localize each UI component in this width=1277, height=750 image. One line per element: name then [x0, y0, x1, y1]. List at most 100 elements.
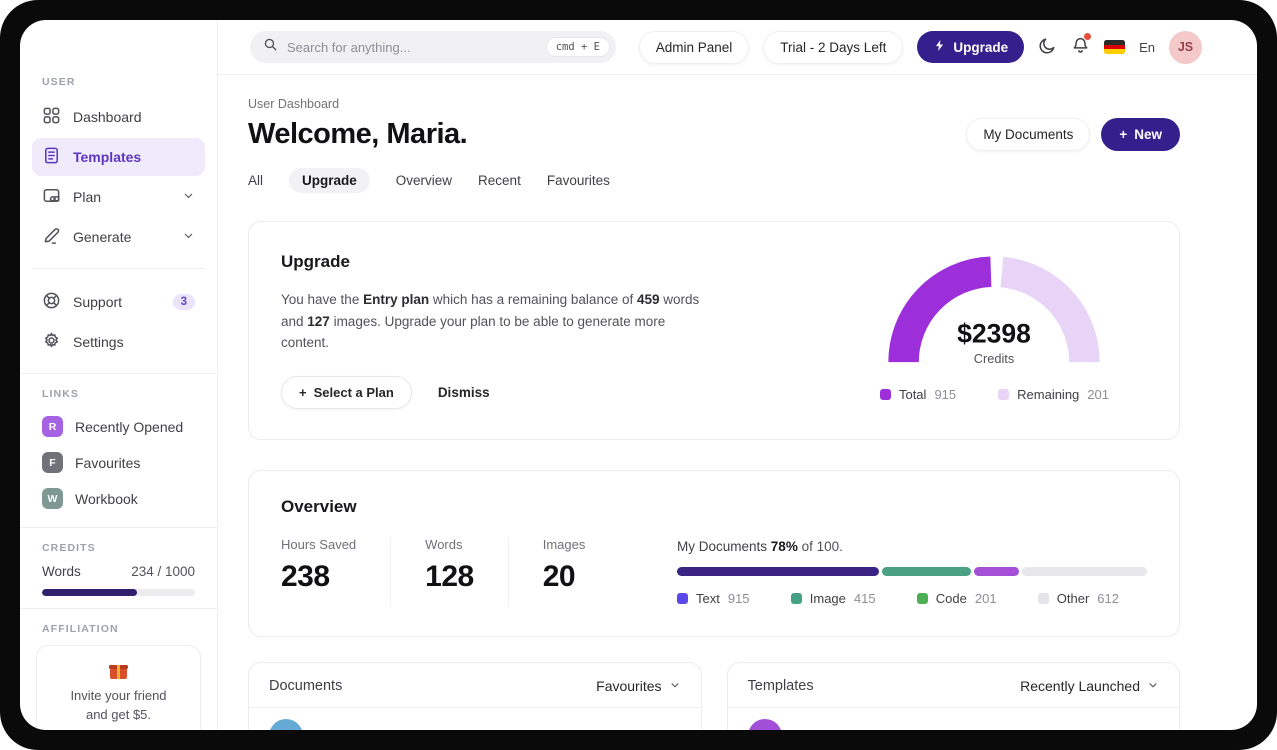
dark-mode-toggle[interactable]: [1038, 36, 1057, 58]
templates-filter-dropdown[interactable]: Recently Launched: [1020, 678, 1159, 694]
legend-swatch: [879, 389, 891, 400]
gauge-total-arc: [888, 256, 993, 363]
templates-card: Templates Recently Launched Blog Post Ti…: [726, 661, 1180, 730]
template-list-item[interactable]: Blog Post Title in Workbook: [728, 708, 1180, 730]
template-location: in Workbook: [1087, 728, 1159, 730]
bar-segment-image: [882, 566, 972, 576]
credits-progress-fill: [42, 589, 137, 596]
lightning-icon: [933, 39, 946, 55]
legend-swatch: [916, 592, 928, 604]
german-flag-icon[interactable]: [1104, 40, 1126, 54]
sidebar-item-templates[interactable]: Templates: [32, 138, 205, 176]
legend-swatch: [677, 592, 688, 604]
sidebar-item-plan[interactable]: Plan: [32, 178, 205, 216]
sidebar-item-label: Support: [73, 294, 123, 310]
support-count-badge: 3: [172, 294, 195, 310]
breadcrumb: User Dashboard: [248, 97, 340, 111]
sidebar-item-support[interactable]: Support 3: [32, 283, 205, 321]
affiliation-text: Invite your friend and get $5.: [70, 688, 167, 722]
app-window: USER Dashboard Templates Plan Generate: [20, 20, 1257, 730]
trial-status-button[interactable]: Trial - 2 Days Left: [763, 30, 904, 64]
notification-dot: [1084, 33, 1092, 40]
gear-icon: [42, 331, 61, 353]
sidebar-divider: [20, 373, 217, 374]
documents-card-title: Documents: [269, 677, 343, 694]
tab-overview[interactable]: Overview: [395, 173, 453, 188]
page-title: Welcome, Maria.: [248, 118, 468, 150]
sidebar-link-recently-opened[interactable]: R Recently Opened: [32, 410, 205, 443]
bar-segment-code: [974, 566, 1020, 576]
template-avatar: [747, 718, 782, 730]
main-area: Search for anything... cmd + E Admin Pan…: [218, 20, 1257, 730]
credits-progress-bar: [42, 589, 195, 596]
upgrade-button[interactable]: Upgrade: [917, 31, 1025, 63]
bar-segment-text: [677, 566, 880, 576]
credits-value: 234 / 1000: [131, 564, 195, 579]
legend-item-other: Other 612: [1037, 591, 1119, 606]
sidebar-divider: [20, 527, 217, 528]
overview-card-title: Overview: [281, 496, 357, 516]
legend-item-text: Text 915: [677, 591, 750, 606]
new-button[interactable]: + New: [1101, 118, 1180, 151]
sidebar-item-label: Dashboard: [73, 109, 142, 125]
stacked-progress-bar: [677, 566, 1147, 576]
sidebar-section-links: LINKS: [42, 388, 79, 400]
gauge-remaining-arc: [1000, 256, 1101, 363]
select-plan-button[interactable]: + Select a Plan: [281, 375, 412, 409]
pencil-icon: [42, 226, 61, 248]
tab-favourites[interactable]: Favourites: [546, 173, 610, 188]
sidebar-item-generate[interactable]: Generate: [32, 218, 205, 256]
templates-icon: [42, 146, 61, 168]
user-avatar[interactable]: JS: [1169, 30, 1202, 64]
legend-swatch: [1037, 592, 1049, 604]
stat-images: Images 20: [507, 536, 620, 606]
legend-item-code: Code 201: [916, 591, 997, 606]
legend-item-total: Total 915: [879, 387, 956, 402]
search-input[interactable]: Search for anything... cmd + E: [250, 31, 616, 63]
chevron-down-icon: [182, 229, 195, 245]
language-label[interactable]: En: [1139, 39, 1155, 55]
link-label: Favourites: [75, 454, 141, 471]
overview-stats: Hours Saved 238 Words 128 Images 20: [281, 536, 620, 606]
document-title: Untitled Document: [317, 728, 432, 730]
legend-item-image: Image 415: [790, 591, 876, 606]
link-initial-badge: F: [42, 452, 63, 473]
documents-progress-text: My Documents 78% of 100.: [677, 538, 843, 554]
sidebar-link-workbook[interactable]: W Workbook: [32, 482, 205, 515]
topbar: Search for anything... cmd + E Admin Pan…: [218, 20, 1257, 75]
documents-filter-dropdown[interactable]: Favourites: [596, 678, 680, 694]
upgrade-card-left: Upgrade You have the Entry plan which ha…: [281, 252, 706, 409]
link-initial-badge: R: [42, 416, 63, 437]
tab-recent[interactable]: Recent: [478, 173, 521, 188]
sidebar-item-label: Generate: [73, 229, 132, 245]
sidebar-link-favourites[interactable]: F Favourites: [32, 446, 205, 479]
gift-icon: [109, 662, 128, 679]
credits-usage: Words 234 / 1000: [20, 564, 217, 579]
sidebar-section-user: USER: [42, 76, 76, 88]
dismiss-button[interactable]: Dismiss: [437, 384, 490, 400]
tab-all[interactable]: All: [248, 173, 264, 188]
my-documents-button[interactable]: My Documents: [966, 118, 1091, 151]
link-label: Recently Opened: [75, 418, 184, 435]
dashboard-icon: [42, 106, 61, 128]
tab-upgrade[interactable]: Upgrade: [289, 168, 370, 193]
overview-card: Overview Hours Saved 238 Words 128 Image…: [248, 469, 1180, 637]
notifications-button[interactable]: [1071, 33, 1092, 58]
upgrade-card: Upgrade You have the Entry plan which ha…: [248, 221, 1180, 440]
document-list-item[interactable]: Untitled Document in Workbook: [249, 708, 701, 730]
affiliation-card: Invite your friend and get $5. Invite: [36, 645, 201, 730]
wallet-icon: [42, 186, 61, 208]
documents-card: Documents Favourites Untitled Document i…: [248, 661, 702, 730]
documents-progress: My Documents 78% of 100. Text 915 Image 41…: [677, 537, 1147, 606]
sidebar: USER Dashboard Templates Plan Generate: [20, 20, 218, 730]
moon-icon: [1038, 36, 1057, 58]
topbar-actions: Admin Panel Trial - 2 Days Left Upgrade …: [638, 30, 1202, 64]
sidebar-divider: [32, 268, 205, 269]
search-icon: [263, 37, 278, 57]
admin-panel-button[interactable]: Admin Panel: [638, 30, 750, 64]
stat-words: Words 128: [390, 536, 508, 606]
sidebar-item-settings[interactable]: Settings: [32, 323, 205, 361]
stat-hours-saved: Hours Saved 238: [281, 536, 357, 593]
sidebar-item-dashboard[interactable]: Dashboard: [32, 98, 205, 136]
